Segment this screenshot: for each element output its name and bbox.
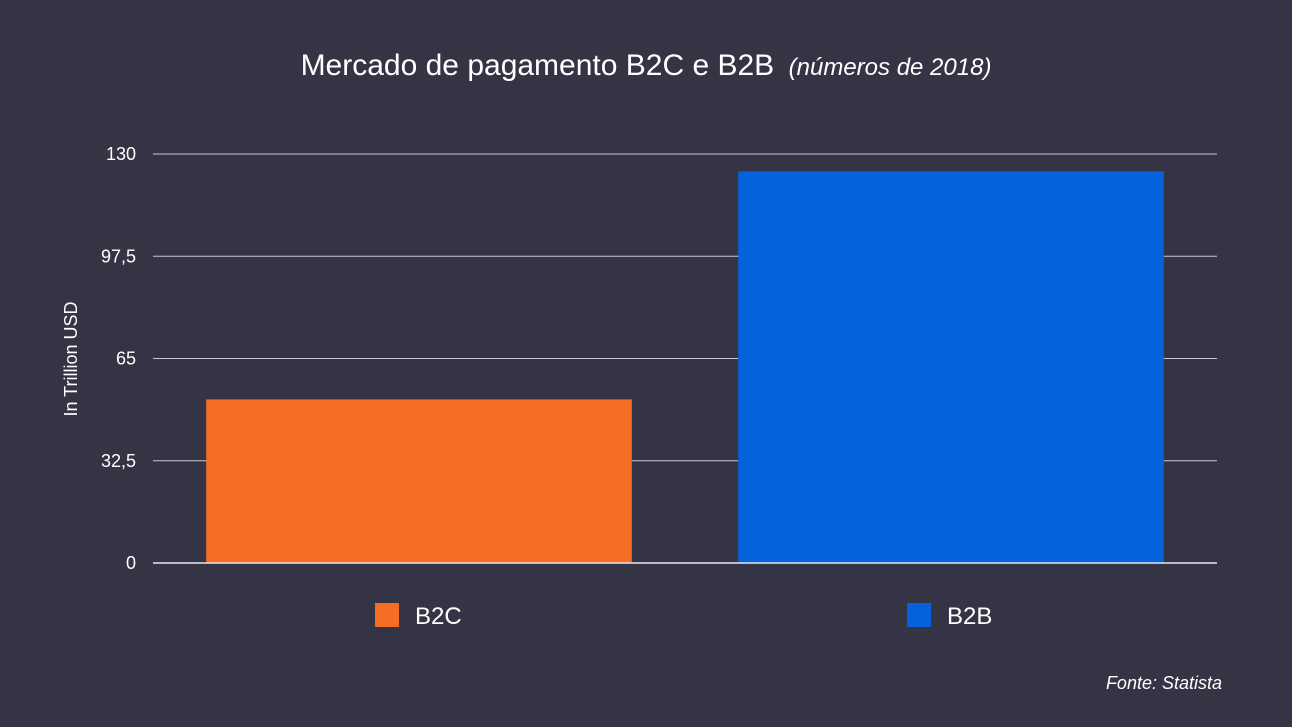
chart-title: Mercado de pagamento B2C e B2B (números … <box>301 49 992 82</box>
legend-swatch-b2c <box>375 603 399 627</box>
legend: B2C B2B <box>375 603 992 630</box>
legend-label-b2c: B2C <box>415 603 462 630</box>
y-tick-label-1: 32,5 <box>101 451 136 471</box>
bars <box>206 171 1164 564</box>
y-tick-label-3: 97,5 <box>101 246 136 266</box>
y-axis-title: In Trillion USD <box>61 301 81 416</box>
y-tick-label-2: 65 <box>116 349 136 369</box>
legend-swatch-b2b <box>907 603 931 627</box>
legend-label-b2b: B2B <box>947 603 992 630</box>
source-note: Fonte: Statista <box>1106 673 1222 693</box>
y-tick-label-4: 130 <box>106 144 136 164</box>
y-tick-label-0: 0 <box>126 553 136 573</box>
chart-title-main: Mercado de pagamento B2C e B2B <box>301 49 775 82</box>
bar-b2c <box>206 399 632 563</box>
chart-subtitle: (números de 2018) <box>789 54 992 81</box>
y-tick-labels: 0 32,5 65 97,5 130 <box>101 144 136 573</box>
bar-b2b <box>738 171 1164 564</box>
